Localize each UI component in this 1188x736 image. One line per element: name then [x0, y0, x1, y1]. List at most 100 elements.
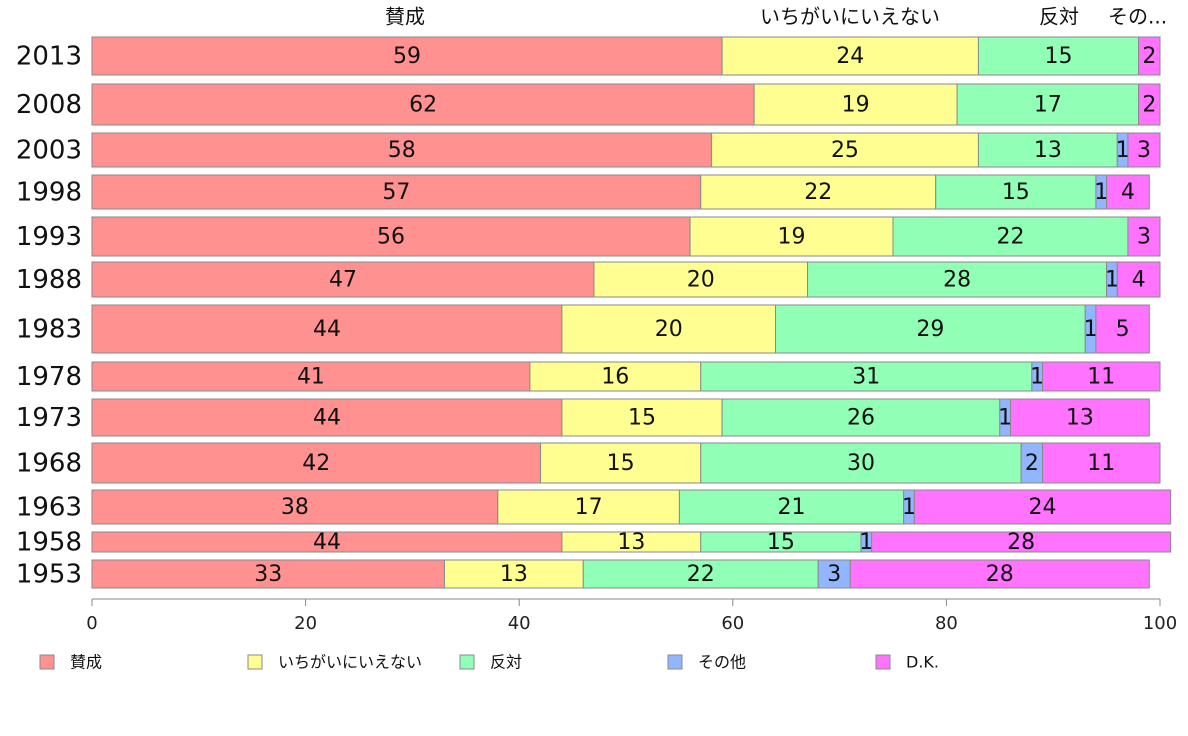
bar-value-label: 20: [687, 268, 715, 293]
legend-swatch: [459, 654, 475, 670]
bar-row: 47 20 28 1 4: [91, 261, 1161, 298]
bar-segment: [91, 559, 445, 589]
legend-label: 賛成: [70, 653, 102, 672]
bar-segment: [1127, 132, 1161, 168]
bar-segment: [977, 36, 1140, 76]
header-label: いちがいにいえない: [760, 5, 940, 29]
bar-value-label: 44: [313, 406, 341, 431]
bar-value-label: 3: [1137, 225, 1151, 250]
bar-segment: [689, 216, 894, 257]
bar-segment: [91, 361, 531, 392]
year-label: 1963: [16, 493, 82, 523]
bar-segment: [849, 559, 1150, 589]
bar-value-label: 5: [1116, 317, 1130, 342]
bar-value-label: 33: [254, 562, 282, 587]
bar-segment: [977, 132, 1118, 168]
bar-segment: [1042, 361, 1161, 392]
bar-segment: [1042, 442, 1161, 484]
bar-value-label: 4: [1132, 268, 1146, 293]
legend: 賛成 いちがいにいえない 反対 その他 D.K.: [39, 653, 939, 672]
bar-value-label: 20: [655, 317, 683, 342]
year-label: 1993: [16, 222, 82, 252]
x-tick-label: 40: [508, 613, 531, 634]
bar-segment: [892, 216, 1129, 257]
bar-row: 44 20 29 1 5: [91, 304, 1150, 354]
bar-value-label: 15: [628, 406, 656, 431]
bars: 59 24 15 262 19 17 258 25 13 1 357 22 15 1 456 19 22 347 2…: [91, 36, 1172, 589]
legend-label: いちがいにいえない: [278, 653, 422, 672]
bar-row: 57 22 15 1 4: [91, 174, 1150, 210]
year-label: 1983: [16, 315, 82, 345]
x-tick-label: 80: [935, 613, 958, 634]
bar-value-label: 44: [313, 530, 341, 555]
bar-row: 62 19 17 2: [91, 83, 1161, 126]
bar-segment: [91, 398, 563, 437]
bar-value-label: 13: [1034, 138, 1062, 163]
bar-segment: [710, 132, 979, 168]
bar-value-label: 24: [836, 44, 864, 69]
bar-segment: [91, 83, 755, 126]
bar-segment: [91, 304, 563, 354]
year-label: 1998: [16, 178, 82, 208]
bar-segment: [956, 83, 1140, 126]
bar-value-label: 41: [297, 365, 325, 390]
bar-segment: [1138, 83, 1161, 126]
bar-value-label: 44: [313, 317, 341, 342]
bar-value-label: 28: [943, 268, 971, 293]
bar-segment: [700, 361, 1033, 392]
bar-value-label: 15: [607, 451, 635, 476]
bar-value-label: 59: [393, 44, 421, 69]
bar-segment: [678, 489, 905, 525]
legend-swatch: [39, 654, 55, 670]
bar-value-label: 22: [687, 562, 715, 587]
bar-segment: [561, 398, 723, 437]
bar-row: 42 15 30 2 11: [91, 442, 1161, 484]
bar-value-label: 15: [1002, 180, 1030, 205]
bar-segment: [1009, 398, 1150, 437]
bar-value-label: 31: [852, 365, 880, 390]
bar-value-label: 17: [575, 495, 603, 520]
bar-segment: [582, 559, 819, 589]
bar-row: 59 24 15 2: [91, 36, 1161, 76]
bar-segment: [540, 442, 702, 484]
bar-row: 38 17 21 1 24: [91, 489, 1172, 525]
bar-segment: [721, 36, 979, 76]
bar-value-label: 3: [827, 562, 841, 587]
legend-swatch: [247, 654, 263, 670]
bar-value-label: 22: [804, 180, 832, 205]
bar-segment: [443, 559, 584, 589]
bar-segment: [1116, 261, 1161, 298]
x-tick-label: 0: [86, 613, 97, 634]
bar-value-label: 22: [996, 225, 1024, 250]
bar-value-label: 38: [281, 495, 309, 520]
x-tick-label: 60: [721, 613, 744, 634]
bar-value-label: 1: [1030, 365, 1044, 390]
legend-label: D.K.: [906, 653, 939, 672]
bar-value-label: 13: [500, 562, 528, 587]
bar-value-label: 1: [902, 495, 916, 520]
y-axis-labels: 2013 2008 2003 1998 1993 1988 1983 1978 1973 1968…: [16, 42, 82, 590]
bar-row: 41 16 31 1 11: [91, 361, 1161, 392]
bar-segment: [913, 489, 1172, 525]
bar-value-label: 28: [986, 562, 1014, 587]
bar-value-label: 29: [916, 317, 944, 342]
header-label: 反対: [1039, 5, 1079, 29]
bar-value-label: 1: [1084, 317, 1098, 342]
bar-value-label: 42: [302, 451, 330, 476]
bar-segment: [593, 261, 809, 298]
legend-label: その他: [698, 653, 746, 672]
bar-value-label: 58: [388, 138, 416, 163]
bar-value-label: 19: [842, 93, 870, 118]
bar-value-label: 1: [1094, 180, 1108, 205]
bar-value-label: 28: [1007, 530, 1035, 555]
year-label: 1978: [16, 362, 82, 392]
bar-segment: [721, 398, 1001, 437]
bar-value-label: 62: [409, 93, 437, 118]
year-label: 1968: [16, 449, 82, 479]
year-label: 1988: [16, 265, 82, 295]
bar-value-label: 4: [1121, 180, 1135, 205]
x-tick-label: 20: [294, 613, 317, 634]
bar-value-label: 2: [1142, 93, 1156, 118]
bar-row: 44 13 15 1 28: [91, 530, 1172, 555]
